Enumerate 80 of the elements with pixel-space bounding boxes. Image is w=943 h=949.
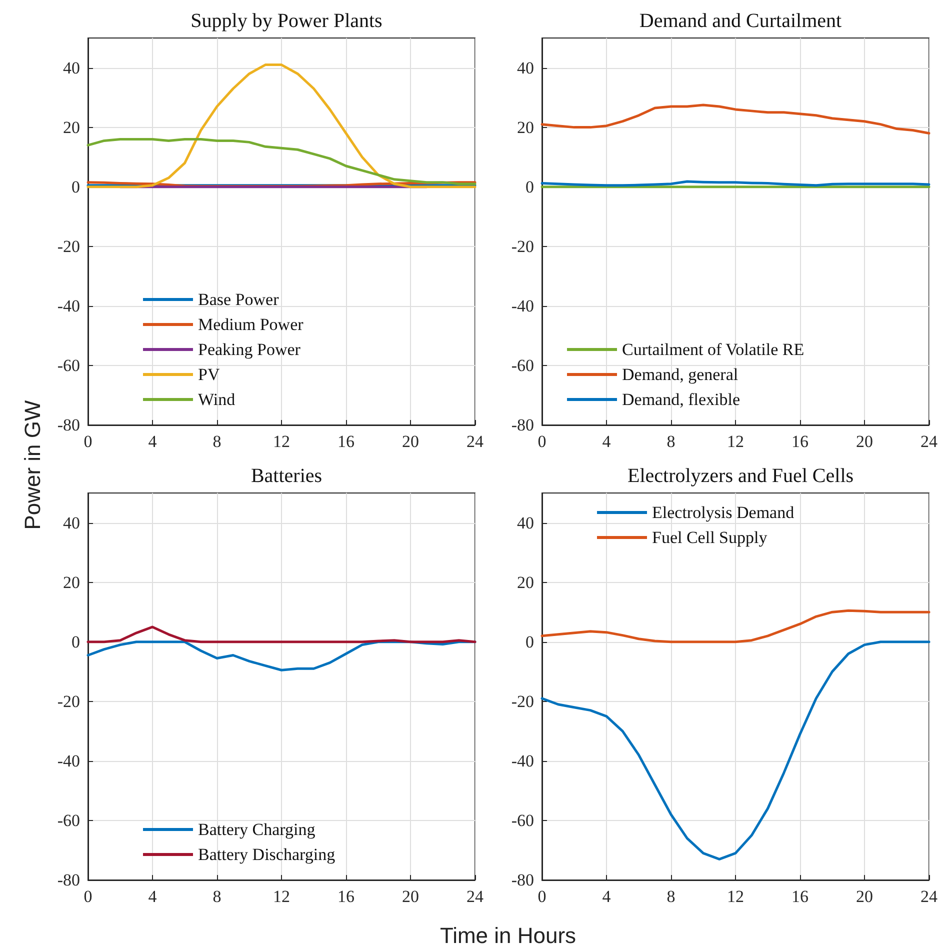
y-tick-label: 0	[72, 632, 80, 652]
chart-title: Demand and Curtailment	[639, 10, 842, 32]
y-tick-label: 40	[517, 513, 534, 532]
legend-label: Demand, general	[622, 365, 738, 384]
y-tick-label: 20	[63, 118, 80, 137]
x-tick-label: 12	[273, 432, 290, 451]
y-tick-label: -80	[511, 870, 534, 890]
y-tick-label: 40	[63, 513, 80, 532]
y-tick-label: 40	[63, 58, 80, 78]
y-tick-label: 0	[72, 177, 80, 196]
x-tick-label: 16	[338, 887, 354, 906]
legend-label: Battery Charging	[198, 820, 316, 839]
x-tick-label: 20	[856, 432, 873, 451]
x-tick-label: 8	[212, 887, 222, 906]
x-tick-label: 0	[538, 432, 546, 451]
y-tick-label: 20	[517, 118, 534, 137]
x-tick-label: 16	[792, 887, 808, 906]
legend-label: Electrolysis Demand	[652, 503, 795, 522]
y-tick-label: -60	[511, 356, 534, 375]
line-series	[540, 640, 930, 860]
x-tick-label: 20	[402, 432, 419, 451]
y-tick-label: -40	[511, 296, 534, 316]
legend-label: Curtailment of Volatile RE	[622, 340, 804, 359]
line-series	[540, 104, 930, 135]
y-tick-label: -40	[57, 296, 80, 316]
x-tick-label: 16	[792, 432, 808, 451]
x-tick-label: 4	[602, 887, 612, 906]
x-tick-label: 24	[466, 432, 484, 451]
line-series	[86, 626, 476, 644]
y-tick-label: 20	[63, 572, 80, 592]
x-tick-label: 4	[148, 432, 158, 451]
x-tick-label: 12	[727, 887, 744, 906]
x-tick-label: 16	[338, 432, 354, 451]
y-tick-label: -80	[511, 416, 534, 434]
x-tick-label: 0	[84, 887, 92, 906]
legend-label: PV	[198, 365, 220, 384]
x-tick-label: 20	[402, 887, 419, 906]
legend-label: Base Power	[198, 290, 280, 309]
line-series	[86, 138, 476, 186]
y-tick-label: 40	[517, 58, 534, 78]
legend-label: Medium Power	[198, 315, 304, 334]
y-tick-label: -60	[57, 356, 80, 375]
chart-title: Batteries	[250, 465, 322, 487]
chart-title: Supply by Power Plants	[190, 10, 383, 32]
y-tick-label: -60	[57, 810, 80, 830]
y-axis-title: Power in GW	[20, 400, 46, 530]
y-tick-label: 0	[526, 632, 534, 652]
y-tick-label: -40	[57, 751, 80, 770]
x-tick-label: 4	[602, 432, 612, 451]
y-tick-label: -80	[57, 870, 80, 890]
x-tick-label: 8	[666, 432, 676, 451]
y-tick-label: -20	[57, 236, 80, 256]
x-tick-label: 12	[273, 887, 290, 906]
legend-label: Battery Discharging	[198, 845, 336, 864]
legend-label: Demand, flexible	[622, 390, 740, 409]
chart-title: Electrolyzers and Fuel Cells	[627, 465, 854, 487]
y-tick-label: 20	[517, 572, 534, 592]
y-tick-label: -20	[57, 692, 80, 711]
line-series	[540, 609, 930, 644]
x-tick-label: 24	[466, 887, 484, 906]
y-tick-label: -20	[511, 236, 534, 256]
x-axis-title: Time in Hours	[440, 923, 576, 949]
y-tick-label: 0	[526, 177, 534, 196]
y-tick-label: -20	[511, 692, 534, 711]
y-tick-label: -60	[511, 810, 534, 830]
y-tick-label: -40	[511, 751, 534, 770]
x-tick-label: 0	[84, 432, 92, 451]
line-series	[86, 64, 476, 188]
x-tick-label: 12	[727, 432, 744, 451]
legend-label: Wind	[198, 390, 236, 409]
x-tick-label: 4	[148, 887, 158, 906]
y-tick-label: -80	[57, 416, 80, 434]
x-tick-label: 8	[666, 887, 676, 906]
legend-label: Peaking Power	[198, 340, 301, 359]
x-tick-label: 24	[920, 887, 938, 906]
x-tick-label: 20	[856, 887, 873, 906]
legend-label: Fuel Cell Supply	[652, 528, 768, 547]
x-tick-label: 8	[212, 432, 222, 451]
x-tick-label: 0	[538, 887, 546, 906]
x-tick-label: 24	[920, 432, 938, 451]
